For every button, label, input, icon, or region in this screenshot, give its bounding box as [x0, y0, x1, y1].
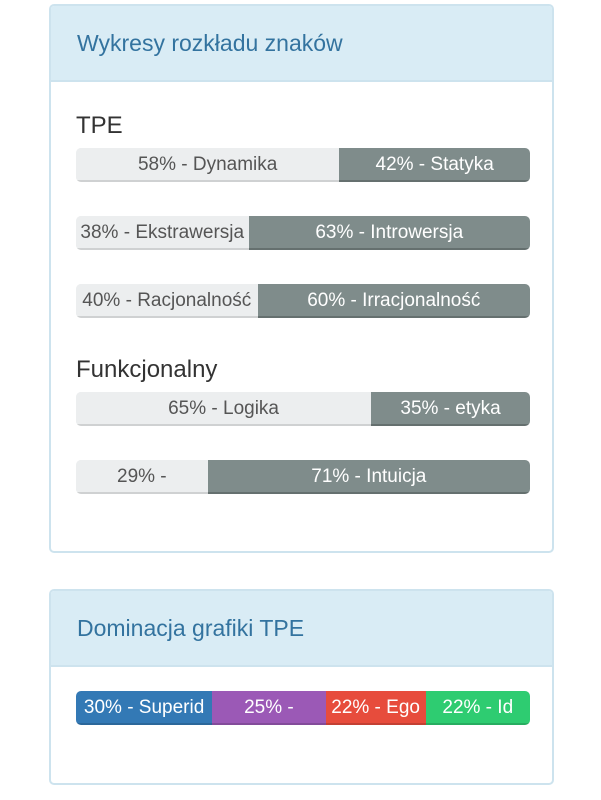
bar-segment-irracjonalnosc: 60% - Irracjonalność — [257, 284, 530, 318]
bar-segment-purple: 25% - — [212, 691, 326, 725]
bar-segment-left-unlabeled: 29% - — [76, 460, 208, 494]
bar-racjonalnosc-irracjonalnosc: 40% - Racjonalność 60% - Irracjonalność — [76, 284, 530, 318]
bar-segment-id: 22% - Id — [425, 691, 530, 725]
bar-segment-intuicja: 71% - Intuicja — [207, 460, 530, 494]
bar-segment-dynamika: 58% - Dynamika — [76, 148, 340, 182]
panel-heading: Wykresy rozkładu znaków — [51, 6, 552, 82]
bar-segment-statyka: 42% - Statyka — [339, 148, 530, 182]
section-title-funkcjonalny: Funkcjonalny — [76, 356, 218, 383]
bar-segment-superid: 30% - Superid — [76, 691, 213, 725]
bar-segment-ekstrawersja: 38% - Ekstrawersja — [76, 216, 249, 250]
bar-segment-etyka: 35% - etyka — [371, 392, 530, 426]
bar-dynamika-statyka: 58% - Dynamika 42% - Statyka — [76, 148, 530, 182]
tpe-dominance-panel: Dominacja grafiki TPE 30% - Superid 25% … — [49, 589, 554, 785]
bar-dominance: 30% - Superid 25% - 22% - Ego 22% - Id — [76, 691, 530, 725]
bar-logika-etyka: 65% - Logika 35% - etyka — [76, 392, 530, 426]
panel-heading: Dominacja grafiki TPE — [51, 591, 552, 667]
bar-segment-racjonalnosc: 40% - Racjonalność — [76, 284, 258, 318]
bar-ekstrawersja-introwersja: 38% - Ekstrawersja 63% - Introwersja — [76, 216, 530, 250]
bar-sensoryka-intuicja: 29% - 71% - Intuicja — [76, 460, 530, 494]
bar-segment-introwersja: 63% - Introwersja — [248, 216, 530, 250]
bar-segment-ego: 22% - Ego — [325, 691, 426, 725]
bar-segment-logika: 65% - Logika — [76, 392, 372, 426]
character-distribution-panel: Wykresy rozkładu znaków TPE 58% - Dynami… — [49, 4, 554, 553]
section-title-tpe: TPE — [76, 112, 123, 139]
